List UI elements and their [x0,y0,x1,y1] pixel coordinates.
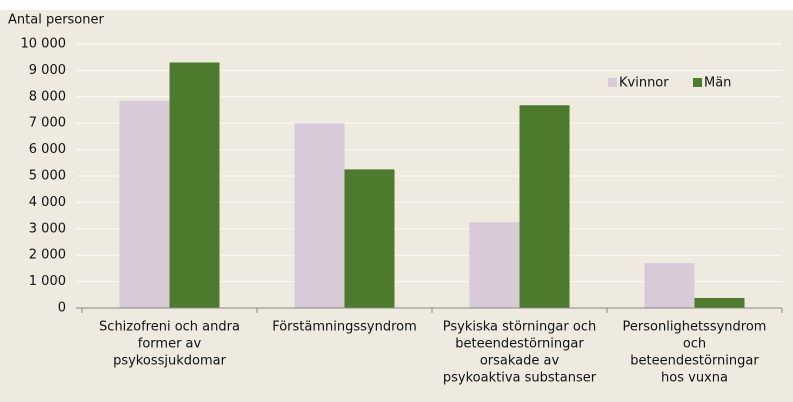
y-tick-label: 4 000 [29,195,66,210]
x-tick-label: och [683,337,706,352]
y-tick-label: 7 000 [29,116,66,131]
x-tick-label: psykossjukdomar [113,354,226,369]
x-tick-label: hos vuxna [661,371,728,386]
y-tick-label: 5 000 [29,169,66,184]
bar [694,297,745,308]
y-tick-label: 0 [58,301,66,316]
bar [294,123,345,308]
x-tick-label: psykoaktiva substanser [443,371,597,386]
y-tick-label: 1 000 [29,274,66,289]
bar [119,100,170,308]
x-tick-label: Personlighetssyndrom [623,320,767,335]
x-tick-label: beteendestörningar [630,354,759,369]
x-tick-label: Förstämningssyndrom [272,320,417,335]
y-tick-label: 3 000 [29,221,66,236]
x-tick-label: Psykiska störningar och [443,320,596,335]
x-tick-label: former av [138,337,202,352]
chart-background [0,10,793,402]
x-tick-label: beteendestörningar [455,337,584,352]
legend-label: Män [704,76,731,91]
bar [519,105,570,308]
bar [644,263,695,308]
y-axis-title: Antal personer [8,13,104,28]
legend-label: Kvinnor [619,76,669,91]
bar [344,169,395,308]
y-tick-label: 8 000 [29,89,66,104]
y-tick-label: 2 000 [29,248,66,263]
y-tick-label: 9 000 [29,63,66,78]
bar [469,222,520,308]
x-tick-label: Schizofreni och andra [99,320,240,335]
bar [169,62,220,309]
y-tick-label: 6 000 [29,142,66,157]
y-tick-label: 10 000 [21,37,67,52]
legend-swatch [608,78,617,87]
x-tick-label: orsakade av [480,354,560,369]
legend-swatch [693,78,702,87]
